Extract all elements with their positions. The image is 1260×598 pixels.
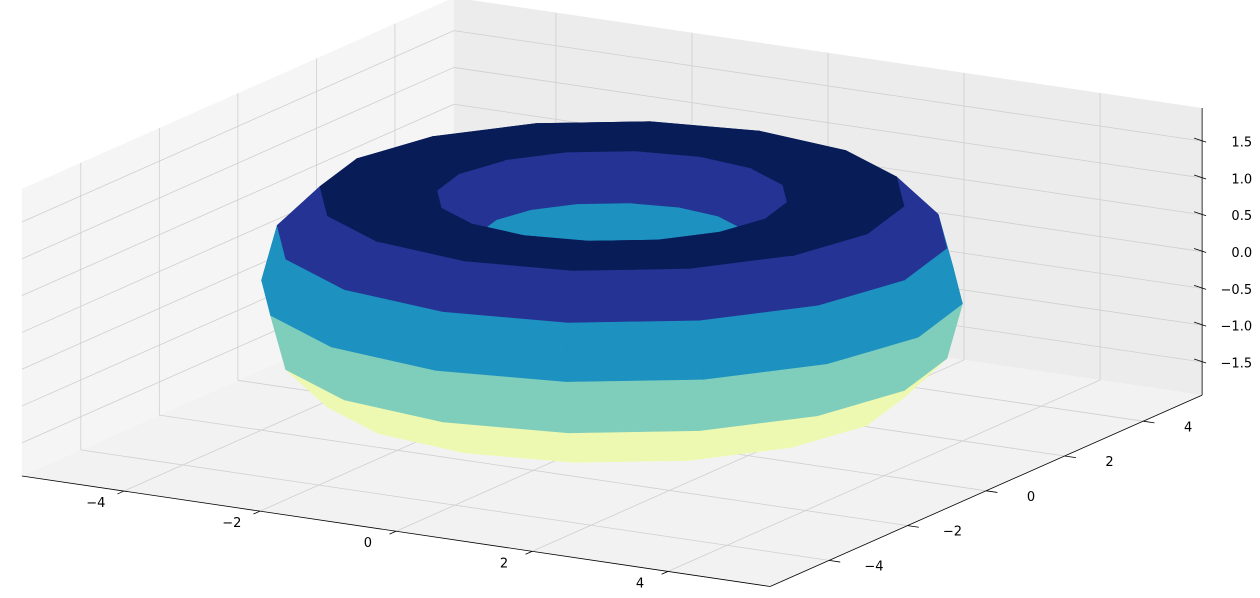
y-tick-label: 0 <box>1027 490 1035 505</box>
z-tick-label: 1.5 <box>1231 136 1252 151</box>
z-tick-label: −1.5 <box>1221 356 1253 371</box>
z-tick <box>1193 174 1207 180</box>
x-tick <box>661 571 669 575</box>
z-tick <box>1193 284 1207 290</box>
surface-face <box>442 261 574 323</box>
y-axis-line <box>769 394 1203 587</box>
grid-line <box>453 30 1203 142</box>
x-tick-label: 4 <box>636 576 644 591</box>
z-tick-label: −1.0 <box>1221 320 1253 335</box>
z-tick-label: 1.0 <box>1231 172 1252 187</box>
x-tick <box>389 530 397 535</box>
y-tick-label: −2 <box>943 525 962 540</box>
z-tick-label: −0.5 <box>1221 283 1253 298</box>
y-tick <box>1143 420 1155 424</box>
grid-line <box>80 449 830 561</box>
y-tick-label: 4 <box>1184 420 1192 435</box>
z-tick-label: 0.5 <box>1231 209 1252 224</box>
surface-face <box>567 430 700 463</box>
z-tick <box>1193 137 1207 143</box>
grid-line <box>21 103 455 297</box>
surface-face <box>565 378 704 434</box>
x-tick-label: 2 <box>500 556 508 571</box>
z-tick <box>1193 248 1207 253</box>
surface-face <box>565 151 636 205</box>
x-tick-label: −2 <box>222 516 241 531</box>
z-tick-label: 0.0 <box>1231 246 1252 261</box>
grid-line <box>159 414 908 526</box>
surface-face <box>567 268 700 323</box>
x-tick <box>525 550 533 555</box>
z-tick <box>1193 358 1207 364</box>
x-tick <box>117 490 125 495</box>
z-tick <box>1193 321 1207 327</box>
grid-line <box>21 30 455 223</box>
surface-face <box>565 319 704 382</box>
z-tick <box>1193 211 1207 217</box>
surface-face <box>573 239 689 272</box>
surface-face <box>434 311 569 382</box>
y-tick <box>1064 455 1076 459</box>
y-tick <box>828 559 841 563</box>
x-tick-label: −4 <box>86 496 105 511</box>
surface-face <box>550 121 644 154</box>
grid-line <box>453 67 1203 179</box>
y-tick <box>986 490 998 493</box>
y-tick <box>907 525 919 528</box>
y-tick-label: 2 <box>1105 455 1113 470</box>
grid-line <box>21 67 455 260</box>
x-tick <box>253 510 261 515</box>
y-tick-label: −4 <box>864 560 883 575</box>
x-tick-label: 0 <box>364 536 372 551</box>
